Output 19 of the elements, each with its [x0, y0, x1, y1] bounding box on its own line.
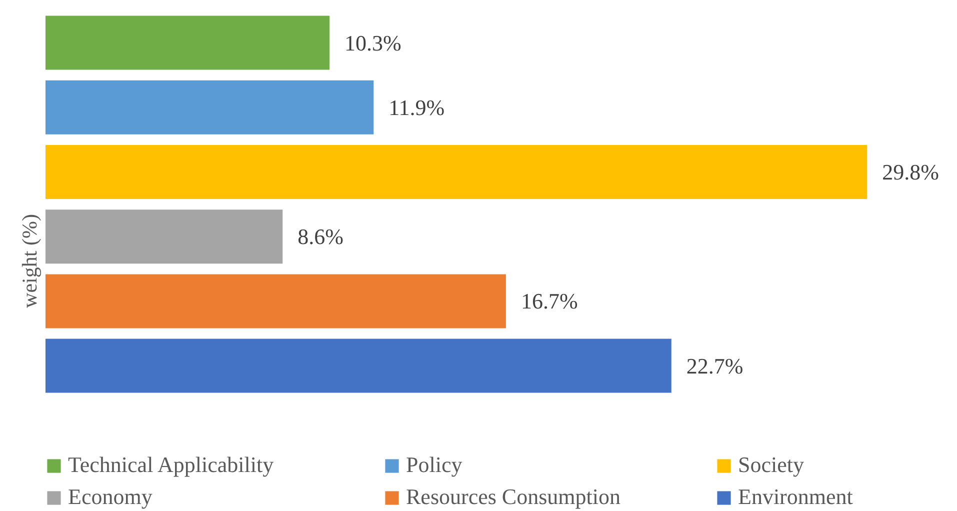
bar — [46, 144, 868, 200]
bar — [46, 80, 374, 134]
legend-label: Economy — [68, 484, 152, 510]
y-axis-title: weight (%) — [18, 214, 42, 308]
data-label: 10.3% — [344, 30, 402, 56]
data-label: 29.8% — [882, 160, 939, 184]
data-label: 8.6% — [298, 224, 344, 250]
bar — [46, 210, 283, 264]
bar — [46, 274, 506, 328]
legend-label: Environment — [738, 484, 853, 510]
legend-label: Resources Consumption — [406, 484, 620, 510]
legend-label: Technical Applicability — [68, 452, 274, 478]
bar — [46, 338, 672, 393]
data-label: 11.9% — [388, 94, 445, 120]
legend-label: Society — [738, 452, 804, 478]
data-label: 22.7% — [686, 353, 744, 378]
legend-label: Policy — [406, 452, 462, 478]
bar — [46, 16, 330, 70]
data-label: 16.7% — [520, 288, 578, 314]
